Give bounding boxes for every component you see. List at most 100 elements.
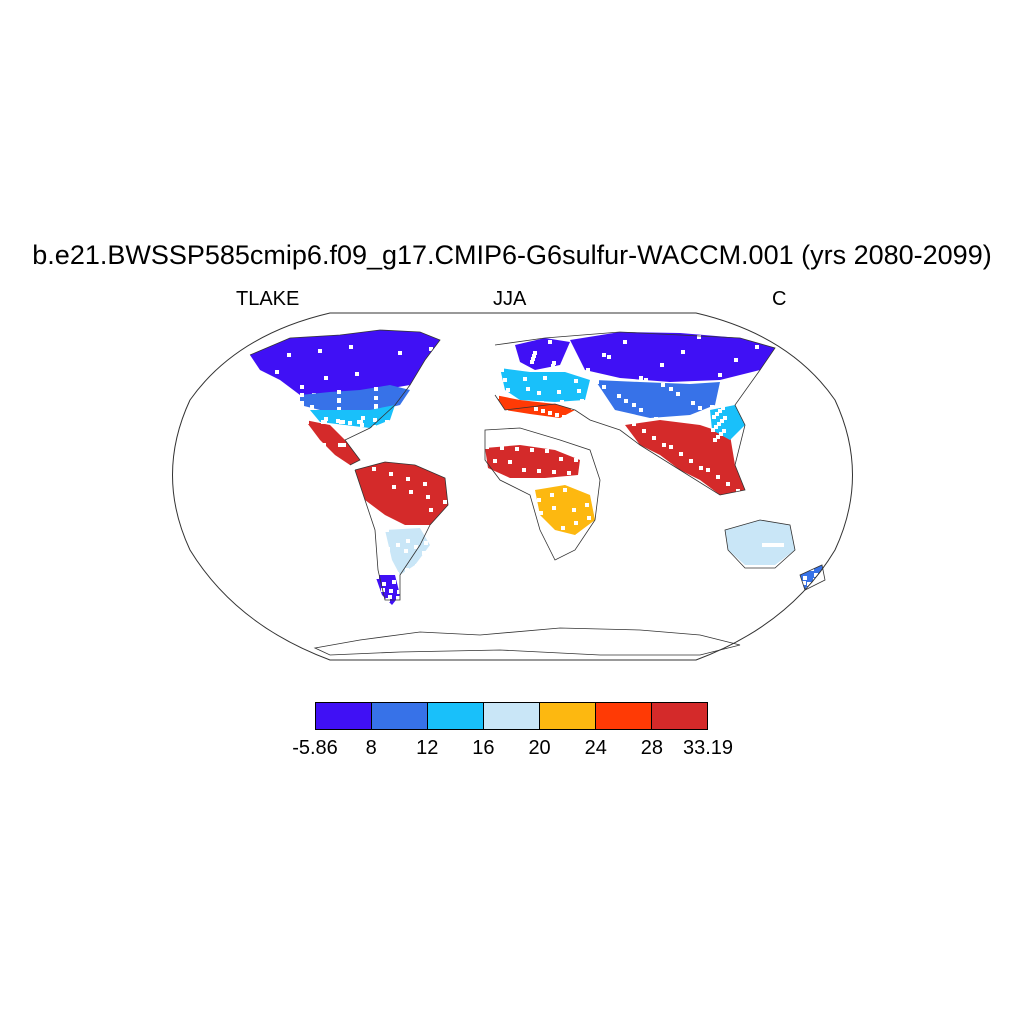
missing-cell xyxy=(567,471,571,475)
colorbar-tick-label: 33.19 xyxy=(682,737,734,759)
missing-cell xyxy=(559,457,563,461)
missing-cell xyxy=(435,374,439,378)
missing-cell xyxy=(503,378,507,382)
missing-cell xyxy=(822,585,826,589)
missing-cell xyxy=(300,410,304,414)
missing-cell xyxy=(385,420,389,424)
missing-cell xyxy=(574,521,578,525)
missing-cell xyxy=(318,349,322,353)
missing-cell xyxy=(574,458,578,462)
missing-cell xyxy=(661,383,665,387)
missing-cell xyxy=(500,368,504,372)
missing-cell xyxy=(743,520,747,524)
missing-cell xyxy=(526,387,530,391)
missing-cell xyxy=(535,485,539,489)
colorbar-swatch xyxy=(484,703,540,729)
missing-cell xyxy=(281,397,285,401)
missing-cell xyxy=(508,460,512,464)
missing-cell xyxy=(398,351,402,355)
missing-cell xyxy=(355,462,359,466)
missing-cell xyxy=(574,379,578,383)
missing-cell xyxy=(771,543,775,547)
missing-cell xyxy=(396,596,400,600)
lake-temperature-region xyxy=(250,330,440,400)
missing-cell xyxy=(602,353,606,357)
missing-cell xyxy=(718,373,722,377)
missing-cell xyxy=(337,390,341,394)
missing-cell xyxy=(393,605,397,609)
lake-temperature-region xyxy=(355,462,448,525)
missing-cell xyxy=(373,418,377,422)
missing-cell xyxy=(369,518,373,522)
missing-cell xyxy=(339,420,343,424)
missing-cell xyxy=(572,508,576,512)
missing-cell xyxy=(389,472,393,476)
missing-cell xyxy=(493,459,497,463)
coastline xyxy=(799,564,826,591)
missing-cell xyxy=(718,409,722,413)
missing-cell xyxy=(336,419,340,423)
lake-temperature-region xyxy=(305,420,360,465)
missing-cell xyxy=(495,395,499,399)
colorbar-tick-label: 8 xyxy=(365,737,377,759)
units-label: C xyxy=(772,288,787,310)
missing-cell xyxy=(719,432,723,436)
missing-cell xyxy=(396,543,400,547)
missing-cell xyxy=(714,425,718,429)
missing-cell xyxy=(392,485,396,489)
missing-cell xyxy=(721,406,725,410)
missing-cell xyxy=(400,581,404,585)
missing-cell xyxy=(358,443,362,447)
variable-label: TLAKE xyxy=(236,288,300,310)
missing-cell xyxy=(734,358,738,362)
missing-cell xyxy=(387,566,391,570)
plot-title: b.e21.BWSSP585cmip6.f09_g17.CMIP6-G6sulf… xyxy=(32,240,992,270)
missing-cell xyxy=(545,449,549,453)
missing-cell xyxy=(374,396,378,400)
missing-cell xyxy=(716,475,720,479)
missing-cell xyxy=(348,421,352,425)
missing-cell xyxy=(500,446,504,450)
missing-cell xyxy=(814,573,818,577)
missing-cell xyxy=(389,589,393,593)
missing-cell xyxy=(300,385,304,389)
missing-cell xyxy=(569,417,573,421)
missing-cell xyxy=(644,378,648,382)
missing-cell xyxy=(530,448,534,452)
missing-cell xyxy=(522,468,526,472)
missing-cell xyxy=(338,443,342,447)
missing-cell xyxy=(406,539,410,543)
missing-cell xyxy=(807,582,811,586)
missing-cell xyxy=(534,407,538,411)
missing-cell xyxy=(300,393,304,397)
missing-cell xyxy=(555,413,559,417)
missing-cell xyxy=(385,604,389,608)
missing-cell xyxy=(423,482,427,486)
missing-cell xyxy=(384,427,388,431)
coastline xyxy=(313,627,741,656)
missing-cell xyxy=(321,420,325,424)
missing-cell xyxy=(571,406,575,410)
lake-temperature-region xyxy=(300,385,410,410)
missing-cell xyxy=(711,428,715,432)
missing-cell xyxy=(755,345,759,349)
coastline xyxy=(354,461,449,601)
missing-cell xyxy=(550,367,554,371)
missing-cell xyxy=(569,344,573,348)
missing-cell xyxy=(250,330,254,334)
missing-cell xyxy=(811,588,815,592)
missing-cell xyxy=(710,405,714,409)
lake-temperature-region xyxy=(310,405,395,428)
missing-cell xyxy=(378,597,382,601)
missing-cell xyxy=(717,422,721,426)
missing-cell xyxy=(660,363,664,367)
missing-cell xyxy=(386,523,390,527)
missing-cell xyxy=(374,387,378,391)
missing-cell xyxy=(728,520,732,524)
missing-cell xyxy=(530,360,534,364)
lake-temperature-region xyxy=(485,445,580,478)
missing-cell xyxy=(810,567,814,571)
missing-cell xyxy=(404,549,408,553)
colorbar-swatch xyxy=(428,703,484,729)
